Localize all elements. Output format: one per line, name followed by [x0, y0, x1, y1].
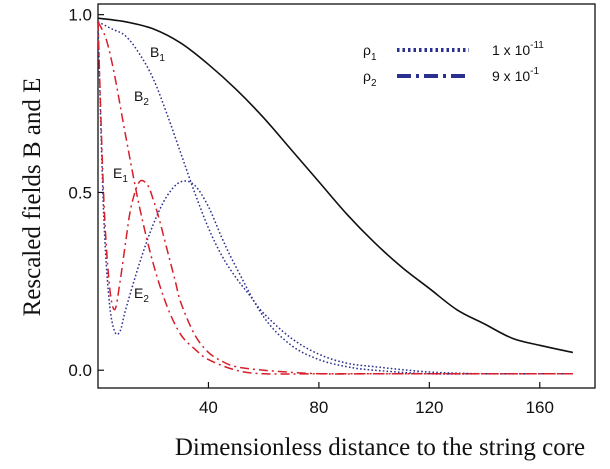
- svg-text:1 x 10-11: 1 x 10-11: [492, 40, 544, 58]
- plot-frame: [97, 3, 596, 389]
- series-line-5: [97, 21, 573, 375]
- svg-text:9 x 10-1: 9 x 10-1: [492, 66, 539, 84]
- legend-entry-rho2: ρ2 9 x 10-1: [363, 66, 539, 89]
- svg-text:ρ2: ρ2: [363, 68, 377, 89]
- legend: ρ1 1 x 10-11 ρ2 9 x 10-1: [363, 40, 544, 89]
- legend-rho1-value: 1 x 10: [492, 42, 530, 58]
- x-tick-label: 160: [526, 398, 554, 417]
- label-e1: E1: [113, 165, 128, 185]
- x-tick-label: 40: [199, 398, 218, 417]
- svg-text:ρ1: ρ1: [363, 42, 377, 63]
- series-line-1: [97, 17, 574, 354]
- legend-rho2-value: 9 x 10: [492, 68, 530, 84]
- y-tick-label: 0.0: [68, 361, 92, 380]
- y-tick-label: 1.0: [68, 6, 92, 25]
- series-line-2: [97, 21, 573, 375]
- legend-entry-rho1: ρ1 1 x 10-11: [363, 40, 544, 63]
- y-tick-label: 0.5: [68, 183, 92, 202]
- label-b2: B2: [134, 88, 149, 108]
- x-axis-title: Dimensionless distance to the string cor…: [175, 434, 585, 461]
- label-e2: E2: [134, 285, 149, 305]
- y-axis-title: Rescaled fields B and E: [19, 78, 46, 317]
- series-layer: [97, 17, 574, 375]
- label-b1: B1: [150, 44, 165, 64]
- x-tick-label: 80: [309, 398, 328, 417]
- x-tick-label: 120: [415, 398, 443, 417]
- legend-rho1-symbol: ρ: [363, 42, 371, 58]
- axis-ticks: 40 80 120 160 0.0 0.5 1.0: [68, 6, 554, 417]
- legend-rho2-symbol: ρ: [363, 68, 371, 84]
- series-line-3: [97, 21, 573, 375]
